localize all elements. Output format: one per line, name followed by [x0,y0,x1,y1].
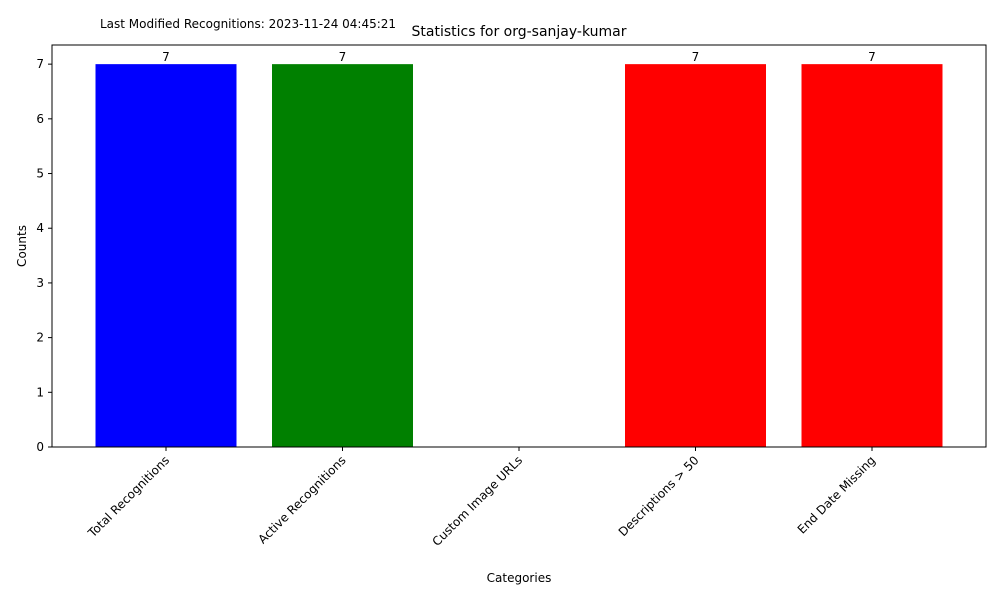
y-tick-label: 6 [36,112,44,126]
chart-title: Statistics for org-sanjay-kumar [412,24,627,40]
bar-1 [272,64,413,448]
bar-3 [625,64,766,448]
x-tick-label: Custom Image URLs [429,453,525,549]
bar-value-label: 7 [162,50,170,64]
bar-value-label: 7 [692,50,700,64]
y-tick-label: 3 [36,276,44,290]
y-tick-label: 1 [36,385,44,399]
y-axis-ticks: 0 1 2 3 4 5 6 7 [36,57,52,454]
x-axis-label: Categories [487,571,552,585]
bar-labels-group: 7 7 7 7 [162,50,876,64]
y-tick-label: 7 [36,57,44,71]
x-tick-label: Descriptions > 50 [616,453,702,539]
y-tick-label: 5 [36,167,44,181]
x-tick-label: Total Recognitions [85,453,173,541]
bar-value-label: 7 [868,50,876,64]
y-tick-label: 2 [36,331,44,345]
bar-0 [95,64,237,448]
x-tick-label: End Date Missing [795,453,878,536]
y-tick-label: 0 [36,440,44,454]
bar-4 [801,64,943,448]
x-tick-label: Active Recognitions [255,453,348,546]
bar-value-label: 7 [339,50,347,64]
bars-group [95,64,943,448]
y-axis-label: Counts [15,225,29,267]
last-modified-annotation: Last Modified Recognitions: 2023-11-24 0… [100,17,396,31]
x-axis-ticks: Total Recognitions Active Recognitions Cus… [85,447,878,549]
y-tick-label: 4 [36,221,44,235]
